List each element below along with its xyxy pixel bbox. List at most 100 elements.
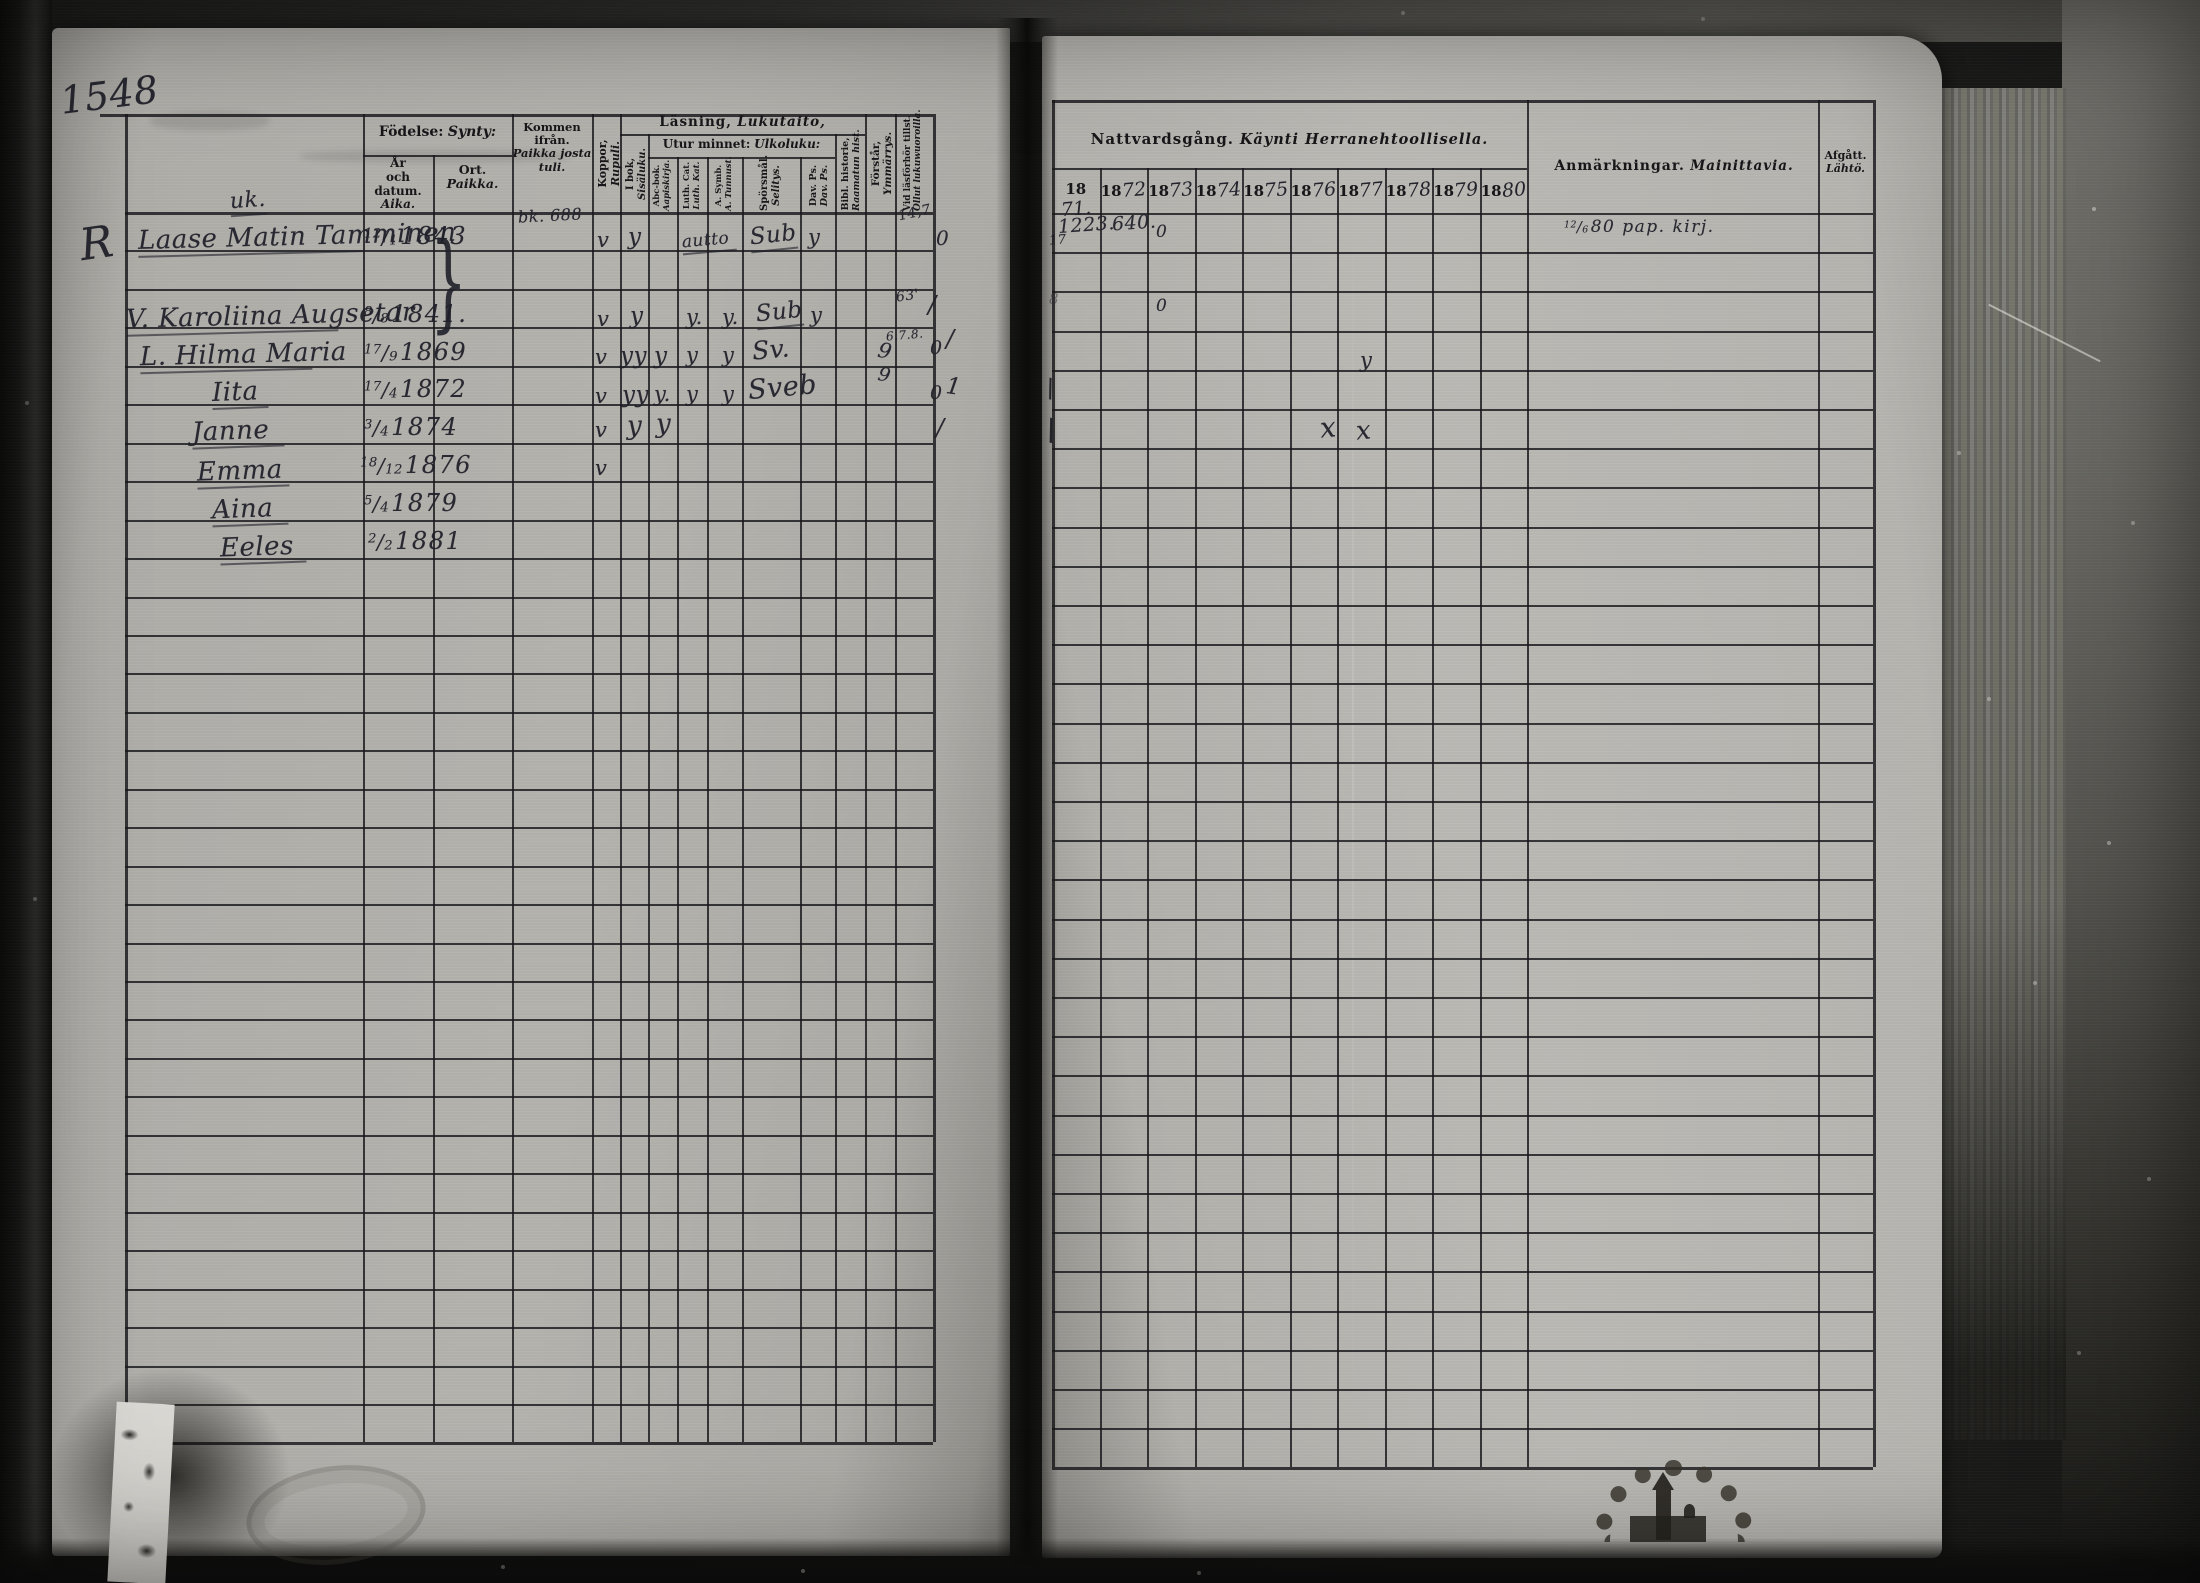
grid-line-h xyxy=(125,634,933,637)
grid-line-h xyxy=(363,155,512,157)
communion-entry: y xyxy=(1360,348,1373,372)
grid-line-h xyxy=(1052,644,1873,647)
grid-line-h xyxy=(125,327,933,330)
header-ar-line1: År xyxy=(390,156,406,170)
grid-line-h xyxy=(1052,1232,1873,1235)
header-anmarkningar: Anmärkningar. Mainittavia. xyxy=(1530,158,1818,175)
grid-line-h xyxy=(1052,761,1873,764)
person-name: L. Hilma Maria xyxy=(139,336,348,375)
header-fodelse-fi: Synty: xyxy=(447,124,497,140)
communion-entry: 640. xyxy=(1111,210,1157,236)
reading-mark: y xyxy=(722,343,735,367)
grid-line-h xyxy=(1052,369,1873,372)
grid-line-h xyxy=(1052,565,1873,568)
grid-line-h xyxy=(1052,291,1873,294)
grid-line-h xyxy=(100,114,933,117)
year-1876: 1876 xyxy=(1290,177,1337,203)
note-origin: bk. 688 xyxy=(517,204,583,227)
tally-note: 1 xyxy=(944,373,963,401)
grid-line-h xyxy=(1052,957,1873,960)
person-name: V. Karoliina Augsetar xyxy=(125,297,416,337)
reading-mark: yy xyxy=(622,382,649,408)
header-lasning-sv: Läsning, xyxy=(659,114,732,130)
header-utur-minnet: Utur minnet: Ulkoluku: xyxy=(648,137,835,152)
year-1874: 1874 xyxy=(1195,177,1242,203)
grid-line-v xyxy=(1147,168,1149,1467)
grid-line-h xyxy=(1052,1389,1873,1391)
grid-line-h xyxy=(125,1327,933,1330)
header-lasning: Läsning, Lukutaito, xyxy=(620,114,865,131)
grid-line-v xyxy=(1479,168,1482,1467)
reading-mark: v xyxy=(595,418,608,442)
header-ort: Ort. Paikka. xyxy=(433,162,512,192)
grid-line-h xyxy=(1052,1467,1873,1471)
grid-line-h xyxy=(1052,879,1873,882)
grid-line-v xyxy=(707,157,709,1442)
dust-specks xyxy=(0,0,2,2)
grid-line-h xyxy=(125,288,933,291)
header-ar-line3: Aika. xyxy=(380,197,416,212)
reading-mark: Sv. xyxy=(750,333,791,366)
grid-line-h xyxy=(1052,487,1873,490)
birth-date: 18/121876 xyxy=(360,451,473,479)
grid-line-h xyxy=(125,519,933,522)
grid-line-h xyxy=(1052,526,1873,529)
grid-line-h xyxy=(1052,918,1873,921)
reading-mark: y xyxy=(686,382,699,406)
grid-line-h xyxy=(125,404,933,407)
reading-mark: y. xyxy=(686,305,703,329)
tally-note: / xyxy=(936,414,945,442)
header-ar-och-datum: År och datum. Aika. xyxy=(363,156,433,212)
column-header-sporsmal: Spörsmål. Selitys. xyxy=(759,154,782,211)
church-body-silhouette xyxy=(1630,1516,1706,1542)
header-fodelse-sv: Födelse: xyxy=(378,124,444,140)
grid-line-h xyxy=(125,1211,933,1214)
grid-line-v xyxy=(742,157,744,1442)
reading-mark: Sveb xyxy=(746,369,819,406)
grid-line-h xyxy=(1052,213,1873,215)
book-spine xyxy=(996,18,1058,1566)
grid-line-h xyxy=(125,788,933,791)
grid-line-h xyxy=(1052,409,1873,411)
grid-line-h xyxy=(125,1442,933,1446)
reading-mark: y xyxy=(627,411,643,441)
tally-note: / xyxy=(928,291,937,319)
reading-mark: v xyxy=(595,456,608,480)
grid-line-v xyxy=(620,114,622,1442)
page-stack-edge-right xyxy=(1938,88,2066,1440)
grid-line-h xyxy=(1052,1153,1873,1156)
grid-line-v xyxy=(1873,100,1876,1467)
column-header-luth-cat: Luth. Cat. Luth. Kat. xyxy=(682,161,702,210)
photo-background-right xyxy=(2062,0,2200,1583)
reading-mark: v xyxy=(597,228,610,252)
column-header-abc-bok: Abc-bok. Aapiskirja. xyxy=(652,159,672,211)
grid-line-v xyxy=(800,157,802,1442)
grid-line-v xyxy=(1384,168,1387,1467)
page-stack-edge-left xyxy=(0,0,52,1583)
grid-line-h xyxy=(125,1365,933,1368)
column-header-a-symb: A. Symb. A. Tunnust. xyxy=(714,156,734,211)
header-kommen-ifran: Kommen ifrån. Paikka josta tuli. xyxy=(512,120,592,174)
book-page-right xyxy=(1042,36,1942,1558)
grid-line-v xyxy=(1527,100,1529,1467)
grid-line-h xyxy=(125,212,933,215)
tally-note: 63' xyxy=(894,286,921,306)
reading-mark: v xyxy=(595,384,608,408)
page-number: 1548 xyxy=(57,67,162,123)
header-utur-sv: Utur minnet: xyxy=(662,137,751,151)
grid-line-h xyxy=(1052,997,1873,999)
grid-line-h xyxy=(1052,722,1873,725)
header-nattvardsgang: Nattvardsgång. Käynti Herranehtoollisell… xyxy=(1052,130,1527,149)
grid-line-v xyxy=(1099,168,1102,1467)
reading-mark: v xyxy=(597,307,610,331)
person-name: Aina xyxy=(211,493,289,528)
grid-line-v xyxy=(1289,168,1292,1467)
header-kommen-sv: Kommen ifrån. xyxy=(523,120,581,148)
grid-line-v xyxy=(835,134,837,1442)
grid-line-h xyxy=(125,1057,933,1060)
reading-mark: y xyxy=(654,343,668,369)
grid-line-v xyxy=(933,114,936,1442)
grid-line-h xyxy=(125,1173,933,1176)
grid-line-v xyxy=(895,114,897,1442)
grid-line-v xyxy=(512,114,514,1442)
